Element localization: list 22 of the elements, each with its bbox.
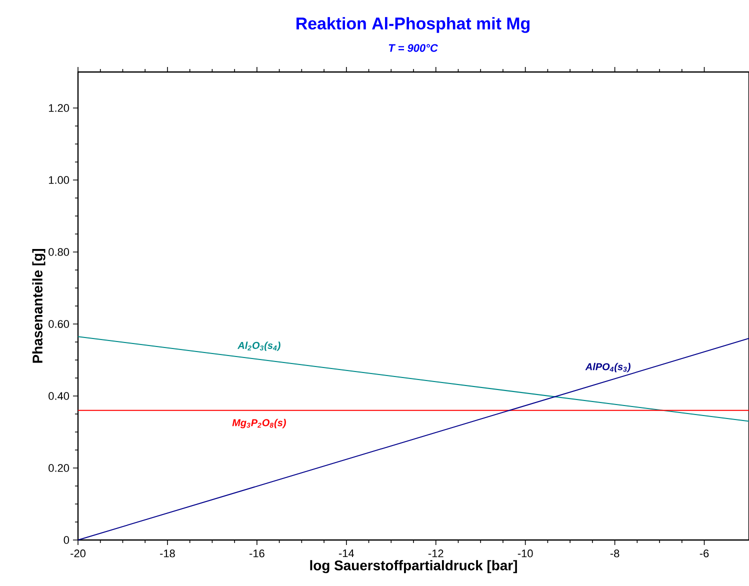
chart-title: Reaktion Al-Phosphat mit Mg — [296, 17, 530, 33]
y-axis-title: Phasenanteile [g] — [32, 249, 46, 363]
x-tick-label: -16 — [250, 550, 264, 558]
series-label: Al$_{2}$O$_{3}$(s$_{4}$) — [237, 342, 280, 351]
x-tick-label: -6 — [700, 550, 709, 558]
series-label: AlPO$_{4}$(s$_{3}$) — [585, 362, 630, 372]
y-tick-label: 0 — [64, 536, 70, 544]
x-tick-label: -14 — [338, 550, 354, 558]
x-tick-label: -10 — [518, 550, 533, 558]
y-tick-label: 0.60 — [48, 320, 70, 328]
series-label: Mg$_{3}$P$_{2}$O$_{8}$(s) — [232, 418, 286, 428]
y-tick-label: 0.20 — [48, 464, 70, 472]
chart-subtitle: T = 900°C — [388, 44, 438, 52]
y-tick-label: 1.00 — [48, 176, 70, 184]
x-tick-label: -8 — [610, 550, 620, 558]
y-tick-label: 1.20 — [48, 104, 70, 112]
y-tick-label: 0.40 — [48, 392, 70, 400]
x-tick-label: -20 — [70, 550, 86, 558]
y-tick-label: 0.80 — [48, 248, 70, 256]
x-axis-title: log Sauerstoffpartialdruck [bar] — [310, 560, 517, 574]
x-tick-label: -18 — [160, 550, 175, 558]
x-tick-label: -12 — [428, 550, 444, 558]
